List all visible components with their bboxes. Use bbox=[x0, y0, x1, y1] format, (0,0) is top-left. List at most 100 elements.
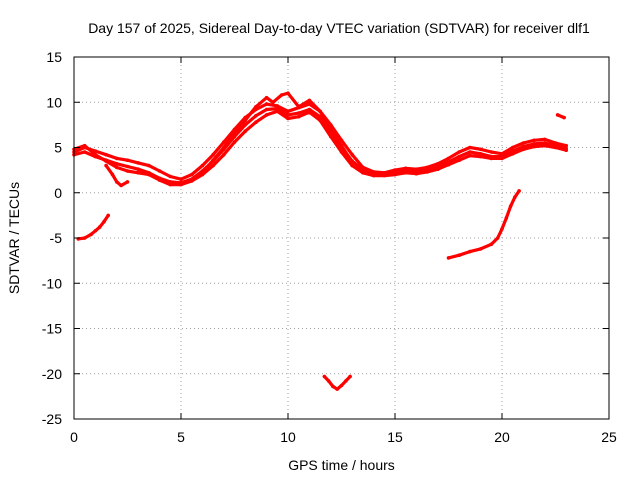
data-point bbox=[478, 247, 483, 251]
data-point bbox=[222, 152, 226, 157]
data-point bbox=[326, 379, 331, 383]
data-point bbox=[457, 253, 462, 257]
series-negative-midnight bbox=[322, 374, 352, 391]
data-point bbox=[446, 156, 451, 161]
data-point bbox=[179, 177, 183, 181]
y-tick-label: -25 bbox=[42, 411, 62, 427]
data-point bbox=[339, 383, 344, 388]
data-point bbox=[168, 174, 173, 179]
y-tick-label: -15 bbox=[42, 321, 62, 337]
data-point bbox=[189, 179, 194, 183]
series-late-blip bbox=[555, 113, 566, 120]
data-point bbox=[532, 138, 536, 143]
data-point bbox=[222, 145, 226, 150]
data-point bbox=[232, 140, 237, 144]
data-point bbox=[136, 171, 140, 175]
x-tick-label: 0 bbox=[70, 429, 78, 445]
data-point bbox=[104, 163, 108, 168]
data-point bbox=[307, 110, 312, 114]
data-point bbox=[371, 173, 376, 178]
data-point bbox=[275, 109, 280, 114]
data-point bbox=[517, 189, 521, 193]
data-point bbox=[82, 236, 87, 240]
data-point bbox=[286, 113, 290, 117]
data-point bbox=[510, 145, 515, 150]
data-point bbox=[211, 163, 215, 168]
data-point bbox=[275, 106, 280, 111]
data-point bbox=[104, 152, 108, 157]
data-point bbox=[521, 141, 526, 145]
data-point bbox=[329, 134, 333, 139]
data-point bbox=[115, 162, 119, 166]
x-tick-label: 15 bbox=[387, 429, 403, 445]
data-point bbox=[211, 158, 215, 162]
series-negative-left bbox=[76, 213, 110, 241]
x-tick-label: 25 bbox=[601, 429, 617, 445]
data-point bbox=[115, 165, 119, 170]
data-point bbox=[468, 145, 472, 150]
data-point bbox=[553, 145, 558, 150]
data-point bbox=[254, 114, 258, 118]
data-point bbox=[222, 140, 226, 144]
data-point bbox=[82, 150, 87, 154]
x-tick-label: 5 bbox=[177, 429, 185, 445]
data-point bbox=[478, 154, 483, 159]
x-axis-label: GPS time / hours bbox=[288, 457, 395, 473]
data-point bbox=[500, 156, 504, 161]
data-point bbox=[478, 147, 483, 152]
data-point bbox=[125, 158, 130, 162]
series-negative-evening bbox=[446, 189, 521, 260]
data-point bbox=[504, 216, 509, 220]
data-point bbox=[243, 118, 247, 123]
x-tick-label: 20 bbox=[494, 429, 510, 445]
data-point bbox=[147, 163, 151, 168]
data-point bbox=[468, 153, 472, 158]
data-point bbox=[555, 113, 560, 117]
data-point bbox=[436, 167, 440, 171]
data-point bbox=[271, 100, 275, 105]
data-point bbox=[350, 152, 355, 157]
data-point bbox=[318, 118, 322, 123]
data-series bbox=[72, 91, 568, 391]
y-tick-label: -10 bbox=[42, 275, 62, 291]
data-point bbox=[125, 180, 130, 184]
data-point bbox=[125, 164, 130, 169]
data-point bbox=[93, 229, 98, 233]
data-point bbox=[147, 172, 151, 177]
data-point bbox=[564, 148, 568, 152]
data-point bbox=[457, 158, 462, 162]
data-point bbox=[264, 102, 269, 106]
data-point bbox=[296, 114, 301, 119]
data-point bbox=[286, 91, 290, 95]
data-point bbox=[104, 159, 108, 163]
series-track-d bbox=[200, 91, 355, 175]
data-point bbox=[322, 374, 327, 379]
data-point bbox=[264, 107, 269, 112]
data-point bbox=[382, 173, 387, 178]
data-point bbox=[307, 98, 312, 103]
y-tick-label: 15 bbox=[46, 49, 62, 65]
y-tick-label: 0 bbox=[54, 185, 62, 201]
data-point bbox=[562, 115, 566, 120]
data-point bbox=[457, 150, 462, 154]
data-point bbox=[457, 154, 462, 159]
data-point bbox=[102, 219, 106, 224]
data-point bbox=[168, 182, 173, 187]
chart-title: Day 157 of 2025, Sidereal Day-to-day VTE… bbox=[88, 20, 590, 36]
data-point bbox=[200, 163, 205, 168]
data-point bbox=[543, 141, 547, 145]
data-point bbox=[403, 171, 408, 175]
data-point bbox=[532, 142, 536, 146]
data-point bbox=[393, 168, 397, 172]
data-point bbox=[543, 143, 547, 148]
data-point bbox=[93, 152, 98, 157]
data-point bbox=[200, 171, 205, 175]
data-point bbox=[350, 163, 355, 168]
data-point bbox=[243, 129, 247, 133]
data-point bbox=[393, 172, 397, 177]
data-point bbox=[361, 171, 365, 175]
y-tick-label: 10 bbox=[46, 94, 62, 110]
series-early-dip bbox=[104, 163, 130, 188]
y-tick-label: -20 bbox=[42, 366, 62, 382]
data-point bbox=[329, 127, 333, 132]
